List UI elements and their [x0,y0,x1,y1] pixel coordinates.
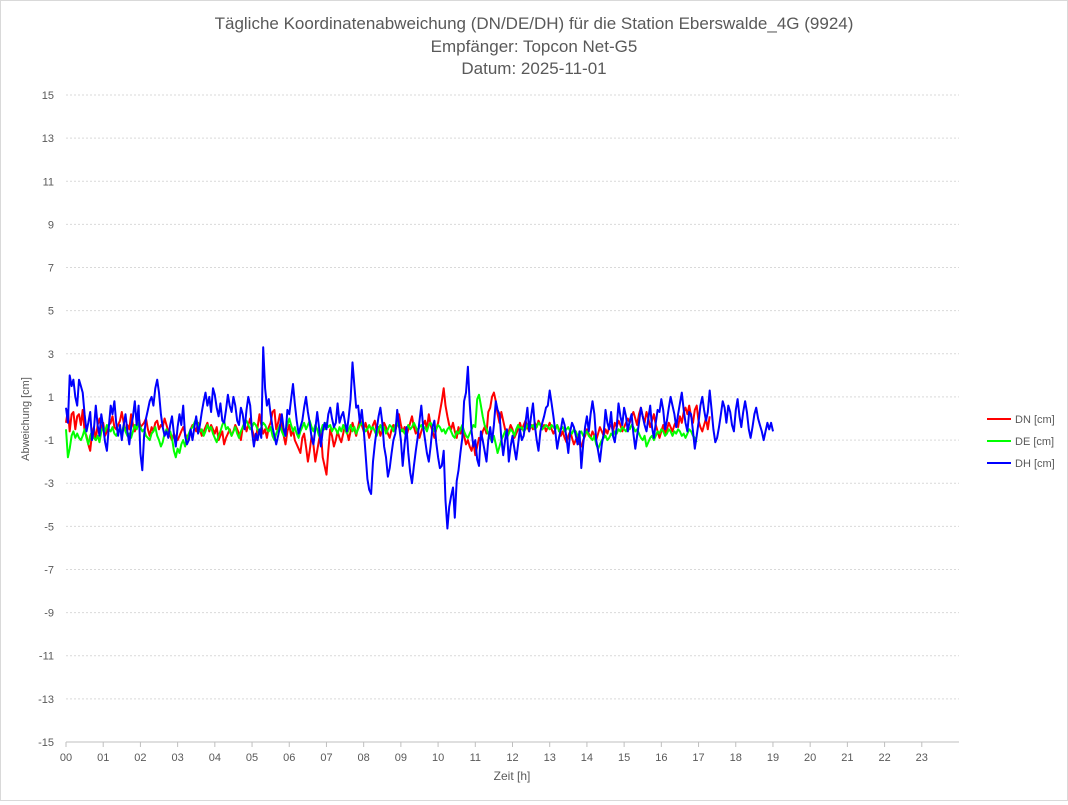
x-tick-label: 00 [60,752,72,764]
x-tick-label: 09 [395,752,407,764]
x-axis-label: Zeit [h] [494,769,531,783]
x-tick-label: 03 [172,752,184,764]
x-tick-label: 14 [581,752,593,764]
y-axis-label: Abweichung [cm] [20,377,32,461]
x-tick-label: 19 [767,752,779,764]
x-tick-label: 22 [878,752,890,764]
x-tick-label: 01 [97,752,109,764]
y-tick-label: 15 [42,90,54,102]
x-tick-label: 04 [209,752,221,764]
x-tick-label: 18 [730,752,742,764]
x-tick-label: 05 [246,752,258,764]
x-tick-label: 12 [506,752,518,764]
x-tick-label: 15 [618,752,630,764]
x-tick-label: 20 [804,752,816,764]
x-tick-label: 23 [916,752,928,764]
axes: 15 13 11 9 7 5 3 1 -1 -3 -5 -7 -9 -11 -13 -15 00 01 02 03 04… [38,90,959,764]
legend-label-de: DE [cm] [1015,436,1054,448]
x-tick-label: 10 [432,752,444,764]
y-tick-label: -5 [44,521,54,533]
y-tick-label: -9 [44,608,54,620]
y-tick-label: 7 [48,263,54,275]
chart-title-line-1: Tägliche Koordinatenabweichung (DN/DE/DH… [215,14,854,33]
legend: DN [cm] DE [cm] DH [cm] [987,414,1055,470]
y-tick-label: 13 [42,133,54,145]
y-tick-label: -3 [44,478,54,490]
chart-title-line-2: Empfänger: Topcon Net-G5 [431,37,638,56]
y-tick-label: -15 [38,737,54,749]
y-tick-label: -11 [39,651,54,663]
legend-label-dh: DH [cm] [1015,458,1055,470]
chart-title-line-3: Datum: 2025-11-01 [461,59,606,78]
x-tick-label: 21 [841,752,853,764]
x-tick-label: 11 [470,752,481,764]
x-tick-label: 08 [358,752,370,764]
y-tick-label: -1 [44,435,54,447]
series-line-dh [65,346,774,530]
x-tick-label: 02 [134,752,146,764]
y-tick-label: 3 [48,349,54,361]
x-tick-label: 16 [655,752,667,764]
y-tick-label: -7 [44,564,54,576]
x-tick-label: 07 [320,752,332,764]
y-tick-label: 1 [48,392,54,404]
x-tick-label: 13 [544,752,556,764]
y-tick-label: -13 [38,694,54,706]
legend-label-dn: DN [cm] [1015,414,1055,426]
y-tick-label: 5 [48,306,54,318]
y-tick-label: 11 [43,176,54,188]
series-group [65,346,774,530]
x-tick-label: 17 [692,752,704,764]
x-tick-label: 06 [283,752,295,764]
series-line-de [65,393,698,459]
y-tick-label: 9 [48,219,54,231]
